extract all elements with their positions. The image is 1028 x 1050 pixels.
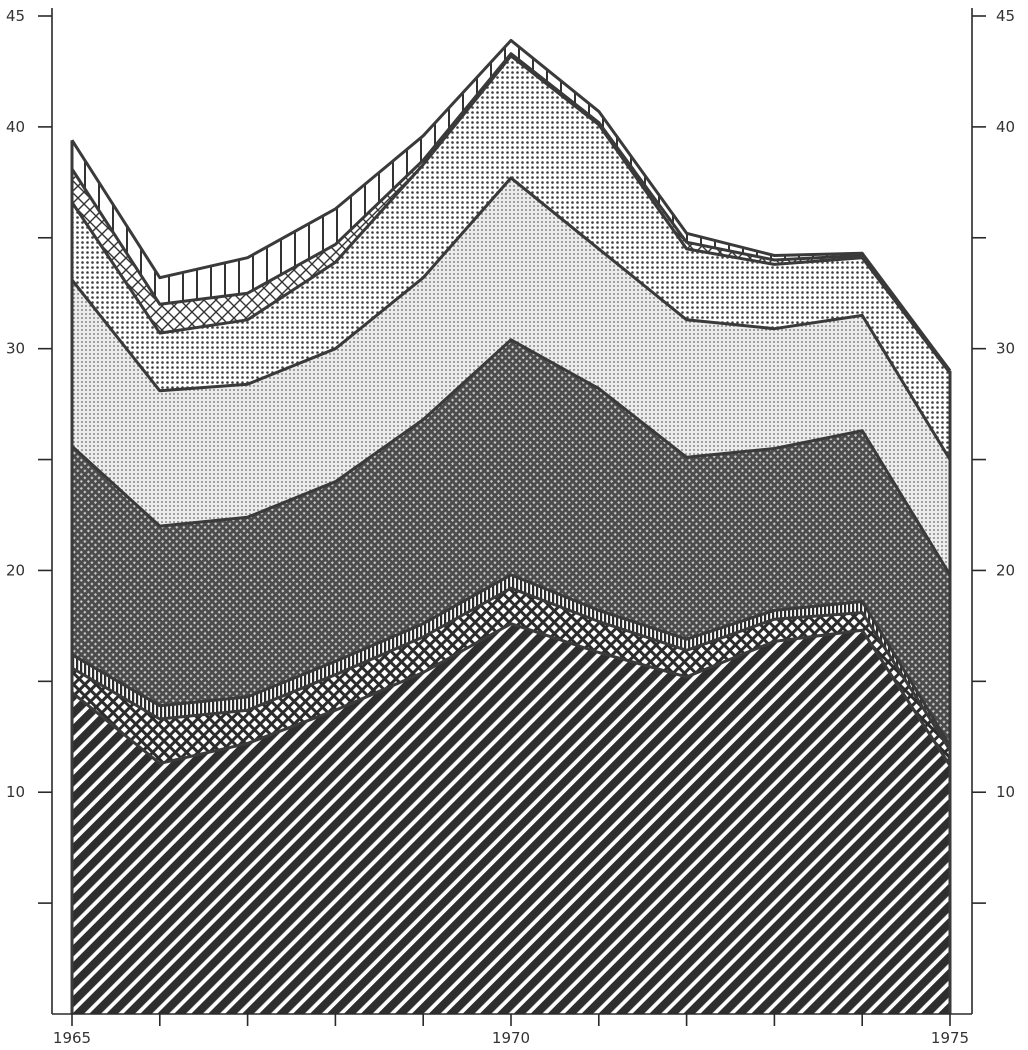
right-y-tick-label-30: 30 (996, 340, 1015, 358)
band-top-line-5 (70, 176, 952, 461)
area-band-4-dense-crosshatch (72, 339, 950, 746)
area-bands (72, 40, 950, 1014)
left-y-tick-label-45: 45 (6, 7, 25, 25)
left-y-tick-label-40: 40 (6, 118, 25, 136)
band-top-line-2 (71, 586, 952, 751)
left-y-tick-label-20: 20 (6, 561, 25, 579)
x-tick-label-1965: 1965 (53, 1029, 91, 1047)
band-top-line-7 (70, 52, 952, 372)
left-y-tick-label-10: 10 (6, 783, 25, 801)
right-y-tick-label-40: 40 (996, 118, 1015, 136)
band-top-line-3 (71, 573, 952, 747)
band-top-line-4 (70, 338, 952, 576)
area-band-6-medium-dots (72, 55, 950, 460)
x-tick-label-1970: 1970 (492, 1029, 530, 1047)
area-band-1-diagonal-hatch (72, 623, 950, 1014)
band-outlines (70, 38, 952, 1014)
left-y-tick-label-30: 30 (6, 340, 25, 358)
right-y-tick-label-45: 45 (996, 7, 1015, 25)
band-top-line-1 (71, 622, 952, 767)
axis-ticks: 10 10 20 20 30 30 40 40 45 45 1965 1970 1975 (6, 7, 1015, 1047)
area-band-2-checker (72, 588, 950, 766)
right-y-tick-label-20: 20 (996, 561, 1015, 579)
right-y-tick-label-10: 10 (996, 783, 1015, 801)
x-tick-label-1975: 1975 (931, 1029, 969, 1047)
band-top-line-8 (70, 38, 952, 372)
area-band-5-fine-dots (72, 177, 950, 575)
